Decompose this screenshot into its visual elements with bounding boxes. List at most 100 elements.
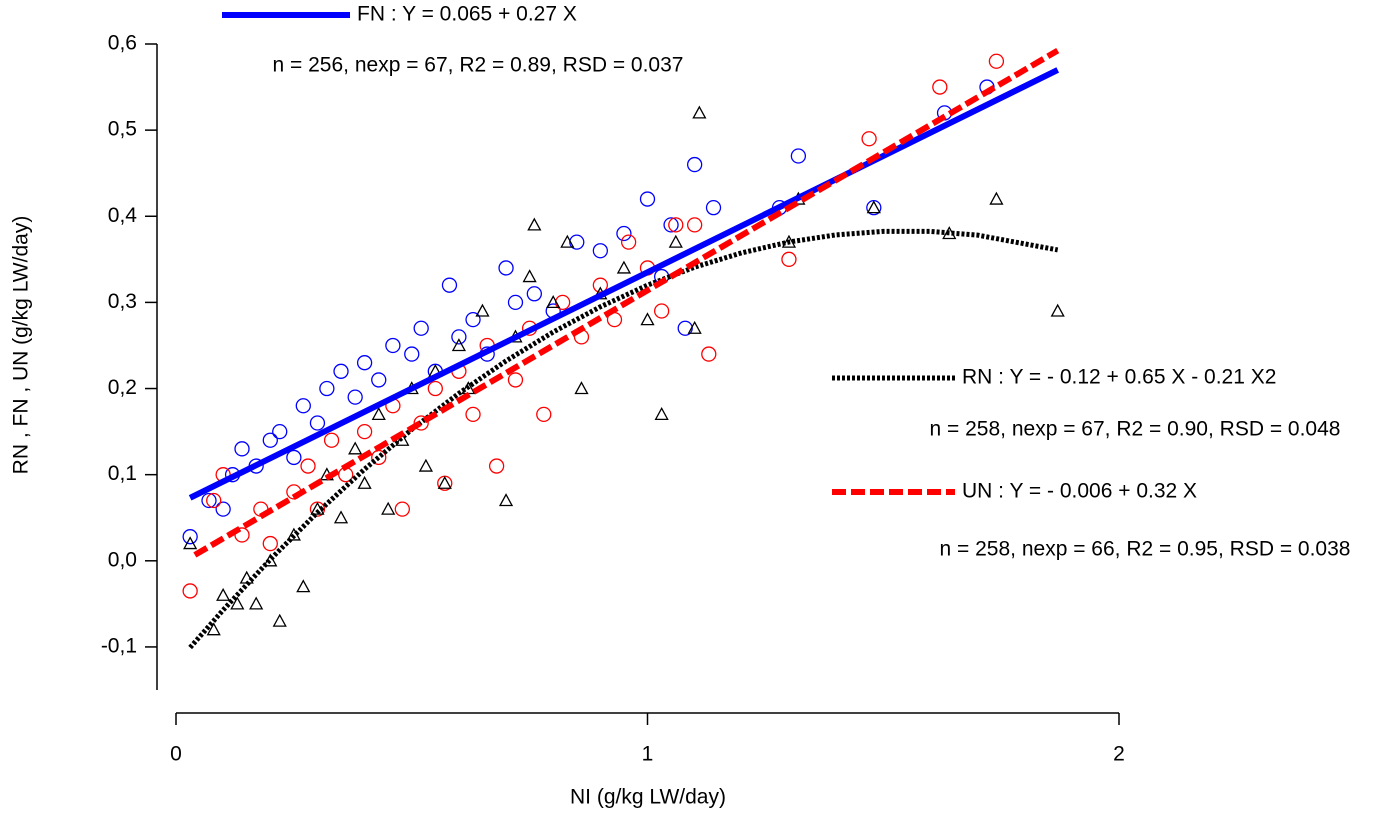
point: [300, 458, 316, 474]
point: [413, 320, 429, 336]
point: [272, 613, 287, 627]
fit-line: [188, 228, 1059, 650]
point: [371, 407, 386, 421]
point: [592, 243, 608, 259]
point: [249, 596, 264, 610]
point: [272, 423, 288, 440]
point: [988, 53, 1005, 69]
point: [560, 234, 575, 248]
x-axis-label: NI (g/kg LW/day): [570, 786, 726, 809]
point: [356, 355, 373, 371]
legend-stats: n = 258, nexp = 67, R2 = 0.90, RSD = 0.0…: [930, 418, 1341, 441]
point: [616, 260, 632, 274]
point: [569, 234, 585, 250]
point: [356, 423, 373, 440]
point: [574, 381, 589, 395]
fit-line: [188, 67, 1060, 501]
point: [182, 583, 198, 599]
point: [546, 295, 561, 309]
point: [381, 501, 396, 515]
point: [639, 191, 656, 207]
point: [861, 131, 877, 147]
y-tick-label: 0,4: [108, 204, 138, 227]
point: [687, 217, 703, 233]
point: [451, 338, 466, 352]
point: [989, 191, 1004, 205]
point: [498, 493, 514, 507]
point: [465, 311, 481, 328]
point: [687, 320, 702, 334]
point: [404, 346, 420, 362]
point: [385, 337, 401, 354]
point: [348, 441, 363, 455]
point: [668, 234, 683, 248]
point: [206, 622, 221, 636]
point: [357, 475, 372, 489]
point: [286, 449, 302, 466]
legend-label: FN : Y = 0.065 + 0.27 X: [357, 3, 577, 26]
y-axis-label: RN , FN , UN (g/kg LW/day): [10, 216, 33, 475]
point: [451, 329, 467, 345]
y-tick-label: -0,1: [101, 634, 137, 657]
y-tick-label: 0,6: [108, 32, 137, 55]
point: [653, 303, 670, 319]
point: [394, 501, 410, 517]
point: [668, 217, 684, 233]
point: [333, 510, 349, 524]
x-tick-label: 1: [642, 743, 654, 766]
point: [554, 294, 571, 311]
point: [488, 458, 505, 474]
y-tick-label: 0,2: [108, 376, 137, 399]
point: [323, 432, 340, 448]
point: [701, 346, 717, 362]
point: [183, 536, 198, 550]
y-tick-label: 0,3: [108, 290, 137, 313]
legend-stats: n = 258, nexp = 66, R2 = 0.95, RSD = 0.0…: [940, 538, 1351, 561]
point: [790, 148, 807, 164]
legend-stats: n = 256, nexp = 67, R2 = 0.89, RSD = 0.0…: [273, 54, 684, 77]
point: [309, 415, 326, 431]
point: [216, 587, 231, 601]
point: [616, 225, 632, 242]
point: [692, 105, 707, 119]
point: [465, 406, 481, 423]
point: [932, 79, 948, 95]
legend-label: RN : Y = - 0.12 + 0.65 X - 0.21 X2: [962, 366, 1276, 389]
point: [663, 217, 679, 233]
point: [333, 363, 349, 379]
point: [427, 380, 443, 397]
y-tick-label: 0,0: [108, 548, 137, 571]
point: [526, 286, 542, 302]
point: [640, 312, 655, 326]
x-tick-label: 0: [170, 743, 182, 766]
point: [654, 407, 669, 421]
point: [781, 234, 797, 248]
point: [413, 415, 429, 431]
y-tick-label: 0,5: [108, 118, 137, 141]
fit-line: [193, 47, 1060, 558]
point: [1050, 303, 1065, 317]
point: [677, 320, 693, 336]
y-tick-label: 0,1: [108, 462, 137, 485]
point: [347, 389, 363, 405]
x-tick-label: 2: [1113, 743, 1125, 766]
point: [507, 372, 524, 388]
point: [371, 372, 387, 388]
point: [262, 535, 278, 552]
point: [441, 277, 458, 293]
point: [536, 406, 552, 423]
point: [475, 303, 490, 317]
point: [182, 529, 198, 545]
point: [234, 441, 250, 457]
point: [866, 200, 881, 214]
point: [215, 501, 231, 517]
point: [206, 492, 222, 509]
point: [687, 156, 703, 173]
point: [418, 458, 433, 472]
point: [705, 200, 722, 216]
point: [527, 217, 542, 231]
point: [319, 380, 335, 397]
point: [234, 527, 250, 543]
point: [781, 251, 797, 267]
